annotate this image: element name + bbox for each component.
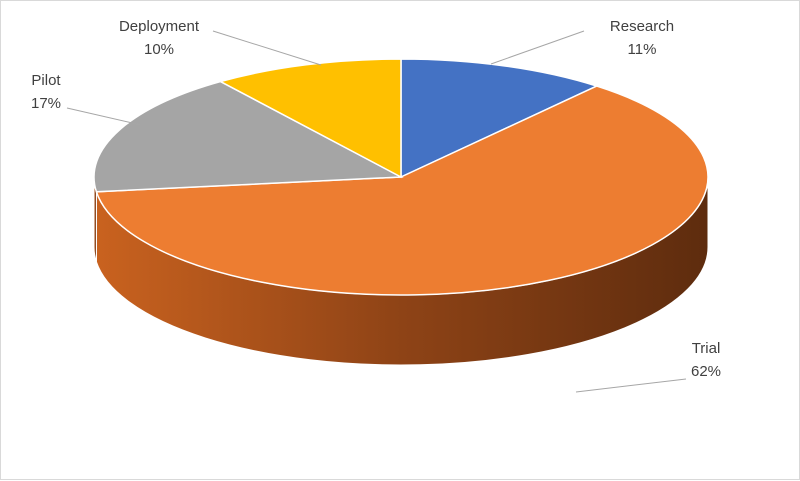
data-label-value-research: 11% xyxy=(628,41,657,58)
leader-line-pilot xyxy=(66,107,142,126)
data-label-name-pilot: Pilot xyxy=(31,72,61,89)
data-label-name-research: Research xyxy=(610,18,674,35)
data-label-value-deployment: 10% xyxy=(144,41,174,58)
data-label-value-trial: 62% xyxy=(691,363,721,380)
leader-line-deployment xyxy=(212,30,322,66)
data-label-name-deployment: Deployment xyxy=(119,18,200,35)
leader-line-trial xyxy=(575,378,687,393)
pie-slice-trial[interactable] xyxy=(95,85,709,296)
data-labels: Research 11% Trial 62% Pilot 17% Deployment 10% xyxy=(31,18,721,380)
pie-slice-research[interactable] xyxy=(400,58,599,179)
pie-slice-deployment[interactable] xyxy=(218,58,402,179)
pie-top-faces xyxy=(93,58,709,296)
data-label-value-pilot: 17% xyxy=(31,95,61,112)
leader-lines xyxy=(66,30,687,393)
pie-slice-pilot[interactable] xyxy=(93,80,404,193)
data-label-name-trial: Trial xyxy=(692,340,721,357)
leader-line-research xyxy=(490,30,585,65)
